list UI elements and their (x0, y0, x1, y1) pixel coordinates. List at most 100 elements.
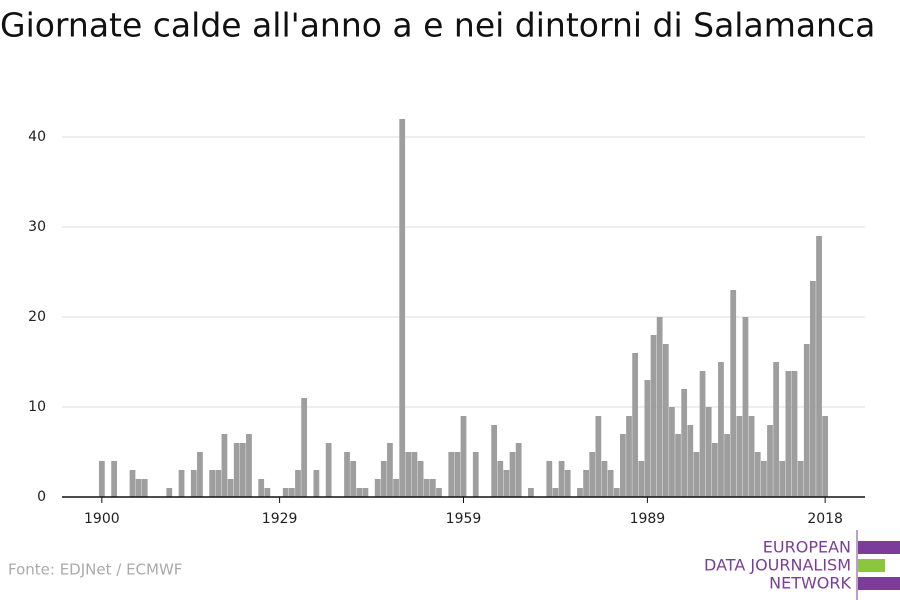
bar (454, 452, 461, 497)
x-tick-label: 1929 (262, 511, 298, 527)
bar (515, 443, 522, 497)
bar (227, 479, 234, 497)
bar (785, 371, 792, 497)
bar (595, 416, 602, 497)
bar (325, 443, 332, 497)
bar (558, 461, 565, 497)
bar (767, 425, 773, 497)
bar (736, 416, 743, 497)
bar (423, 479, 430, 497)
bar (669, 407, 675, 497)
bar (773, 362, 779, 497)
bar (760, 461, 767, 497)
bar (460, 416, 467, 497)
bar (448, 452, 455, 497)
y-tick-label: 30 (28, 219, 46, 235)
bar (528, 488, 534, 497)
bar (748, 416, 755, 497)
bar (546, 461, 553, 497)
bar (405, 452, 412, 497)
bar (197, 452, 203, 497)
bar (577, 488, 583, 497)
bar (387, 443, 393, 497)
bar (711, 443, 718, 497)
bar (791, 371, 798, 497)
bar (718, 362, 724, 497)
bar (693, 452, 700, 497)
bar (638, 461, 645, 497)
x-tick-label: 2018 (807, 511, 843, 527)
bar (552, 488, 559, 497)
bar (374, 479, 381, 497)
bar (803, 344, 810, 497)
logo-bar (858, 577, 900, 590)
bar (724, 434, 730, 497)
source: Fonte: EDJNet / ECMWF (8, 561, 182, 579)
bar (246, 434, 252, 497)
bar (797, 461, 804, 497)
y-tick-label: 10 (28, 399, 46, 415)
bar (417, 461, 424, 497)
bar (362, 488, 369, 497)
bar (705, 407, 712, 497)
bar (239, 443, 246, 497)
bar (190, 470, 197, 497)
bar (687, 425, 694, 497)
bar (607, 470, 614, 497)
bar (135, 479, 142, 497)
bar (393, 479, 399, 497)
bar (178, 470, 185, 497)
bar (356, 488, 363, 497)
bar (282, 488, 289, 497)
bar (380, 461, 387, 497)
bar (411, 452, 418, 497)
bar (209, 470, 216, 497)
logo-text: DATA JOURNALISM (704, 556, 851, 575)
bar (816, 236, 822, 497)
y-tick-label: 40 (28, 129, 46, 145)
bar (288, 488, 295, 497)
bar (98, 461, 105, 497)
bar (601, 461, 608, 497)
logo-text: EUROPEAN (763, 538, 851, 557)
bar (619, 434, 626, 497)
bar (350, 461, 357, 497)
bar (313, 470, 320, 497)
bar (650, 335, 657, 497)
bar (215, 470, 222, 497)
bar (111, 461, 117, 497)
bar (589, 452, 596, 497)
bar (681, 389, 688, 497)
bar (742, 317, 749, 497)
x-tick-label: 1959 (446, 511, 482, 527)
bar (399, 119, 406, 497)
x-tick-label: 1900 (84, 511, 120, 527)
bar (258, 479, 265, 497)
bar (779, 461, 786, 497)
bar (221, 434, 228, 497)
bar (730, 290, 737, 497)
bar (675, 434, 681, 497)
bar (497, 461, 504, 497)
bar (472, 452, 479, 497)
bar (141, 479, 148, 497)
x-tick-label: 1989 (630, 511, 666, 527)
bar (129, 470, 136, 497)
bar (429, 479, 436, 497)
bar (656, 317, 663, 497)
bar (344, 452, 350, 497)
bar (644, 380, 651, 497)
bar (810, 281, 816, 497)
bar (503, 470, 510, 497)
logo-bar (858, 559, 885, 572)
bar (295, 470, 301, 497)
bar (613, 488, 620, 497)
bar (509, 452, 516, 497)
bar (564, 470, 571, 497)
bar (626, 416, 632, 497)
bar (583, 470, 589, 497)
y-tick-label: 20 (28, 309, 46, 325)
bar (233, 443, 240, 497)
bar (301, 398, 308, 497)
